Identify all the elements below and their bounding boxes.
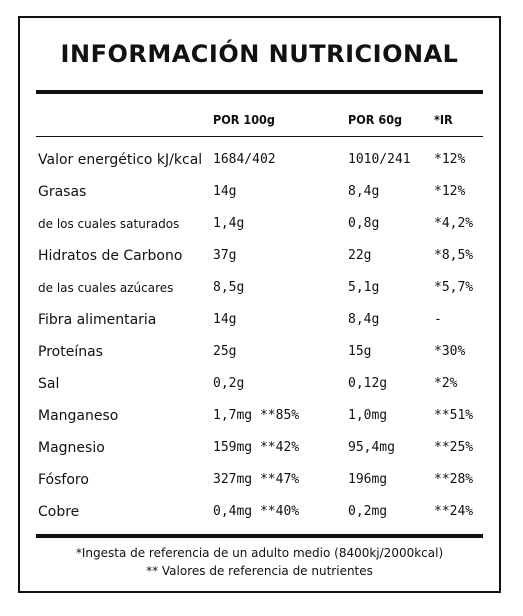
- table-row: Cobre 0,4mg **40% 0,2mg **24%: [20, 496, 499, 528]
- table-row: Sal 0,2g 0,12g *2%: [20, 368, 499, 400]
- row-label: Magnesio: [38, 440, 105, 456]
- header-divider: [36, 136, 483, 137]
- row-value-per100: 1,7mg **85%: [213, 408, 300, 423]
- row-value-per60: 8,4g: [348, 184, 380, 199]
- row-label: Cobre: [38, 504, 80, 520]
- row-value-ir: *4,2%: [434, 216, 474, 231]
- row-value-per60: 22g: [348, 248, 372, 263]
- table-row: de los cuales saturados 1,4g 0,8g *4,2%: [20, 208, 499, 240]
- table-row: Manganeso 1,7mg **85% 1,0mg **51%: [20, 400, 499, 432]
- row-value-per60: 5,1g: [348, 280, 380, 295]
- table-header: POR 100g POR 60g *IR: [20, 109, 499, 131]
- row-label: Valor energético kJ/kcal: [38, 152, 203, 168]
- column-header-per100: POR 100g: [213, 112, 275, 127]
- row-label: Sal: [38, 376, 60, 392]
- row-value-per100: 0,4mg **40%: [213, 504, 300, 519]
- row-value-per60: 0,8g: [348, 216, 380, 231]
- row-value-per100: 1,4g: [213, 216, 245, 231]
- column-header-ir: *IR: [434, 112, 453, 127]
- row-value-per60: 1,0mg: [348, 408, 388, 423]
- row-value-per60: 8,4g: [348, 312, 380, 327]
- row-value-ir: **25%: [434, 440, 474, 455]
- row-value-per60: 196mg: [348, 472, 388, 487]
- column-header-per60: POR 60g: [348, 112, 403, 127]
- row-value-per60: 15g: [348, 344, 372, 359]
- table-row: Grasas 14g 8,4g *12%: [20, 176, 499, 208]
- row-value-per60: 0,12g: [348, 376, 388, 391]
- row-label: Hidratos de Carbono: [38, 248, 183, 264]
- row-label: Manganeso: [38, 408, 119, 424]
- footer-divider: [36, 534, 483, 538]
- row-value-ir: *2%: [434, 376, 458, 391]
- row-value-per100: 0,2g: [213, 376, 245, 391]
- row-label: Proteínas: [38, 344, 103, 360]
- row-value-per100: 14g: [213, 184, 237, 199]
- table-row: Magnesio 159mg **42% 95,4mg **25%: [20, 432, 499, 464]
- row-value-ir: -: [434, 312, 442, 327]
- row-label: Fibra alimentaria: [38, 312, 157, 328]
- row-value-ir: *8,5%: [434, 248, 474, 263]
- title-divider: [36, 90, 483, 94]
- table-row: Valor energético kJ/kcal 1684/402 1010/2…: [20, 144, 499, 176]
- row-value-per100: 159mg **42%: [213, 440, 300, 455]
- row-value-ir: *30%: [434, 344, 466, 359]
- row-label: Fósforo: [38, 472, 89, 488]
- row-value-per60: 1010/241: [348, 152, 411, 167]
- row-value-per100: 25g: [213, 344, 237, 359]
- row-value-per100: 37g: [213, 248, 237, 263]
- page-title: INFORMACIÓN NUTRICIONAL: [60, 40, 459, 68]
- row-value-ir: *5,7%: [434, 280, 474, 295]
- nutrition-facts-panel: INFORMACIÓN NUTRICIONAL POR 100g POR 60g…: [18, 16, 501, 593]
- row-label: de las cuales azúcares: [38, 281, 174, 295]
- footnote-nutrient-reference: ** Valores de referencia de nutrientes: [146, 564, 373, 578]
- table-row: Fibra alimentaria 14g 8,4g -: [20, 304, 499, 336]
- row-value-ir: **28%: [434, 472, 474, 487]
- row-label: de los cuales saturados: [38, 217, 180, 231]
- table-row: de las cuales azúcares 8,5g 5,1g *5,7%: [20, 272, 499, 304]
- row-value-per100: 8,5g: [213, 280, 245, 295]
- row-label: Grasas: [38, 184, 87, 200]
- table-row: Fósforo 327mg **47% 196mg **28%: [20, 464, 499, 496]
- footnote-reference-intake: *Ingesta de referencia de un adulto medi…: [75, 546, 444, 560]
- row-value-per100: 14g: [213, 312, 237, 327]
- row-value-ir: **24%: [434, 504, 474, 519]
- row-value-per100: 1684/402: [213, 152, 276, 167]
- row-value-per60: 95,4mg: [348, 440, 395, 455]
- row-value-ir: *12%: [434, 152, 466, 167]
- row-value-ir: *12%: [434, 184, 466, 199]
- row-value-per100: 327mg **47%: [213, 472, 300, 487]
- row-value-ir: **51%: [434, 408, 474, 423]
- table-row: Hidratos de Carbono 37g 22g *8,5%: [20, 240, 499, 272]
- table-row: Proteínas 25g 15g *30%: [20, 336, 499, 368]
- row-value-per60: 0,2mg: [348, 504, 388, 519]
